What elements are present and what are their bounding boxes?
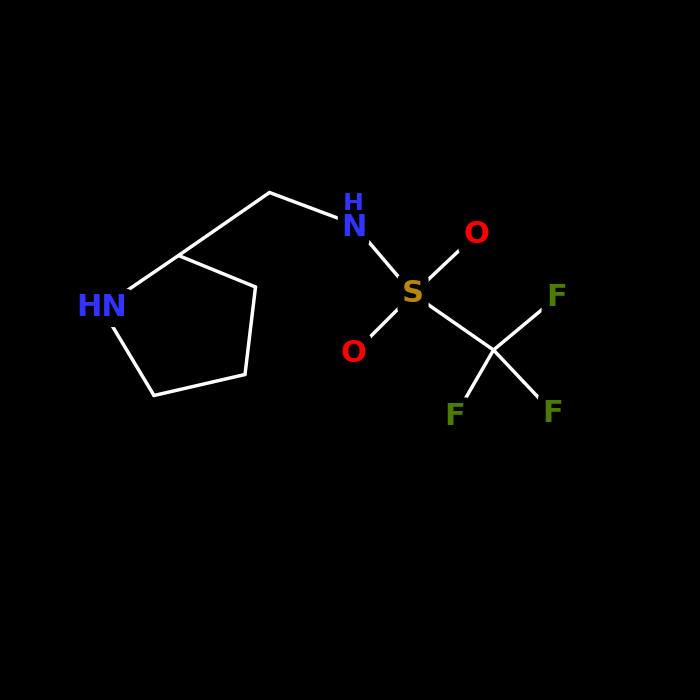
- Text: O: O: [341, 339, 366, 368]
- Text: HN: HN: [76, 293, 127, 323]
- Text: N: N: [341, 213, 366, 242]
- Text: S: S: [402, 279, 424, 309]
- Text: H: H: [343, 193, 364, 216]
- Text: F: F: [546, 283, 567, 312]
- Text: F: F: [542, 398, 564, 428]
- Text: F: F: [444, 402, 466, 431]
- Text: O: O: [463, 220, 489, 249]
